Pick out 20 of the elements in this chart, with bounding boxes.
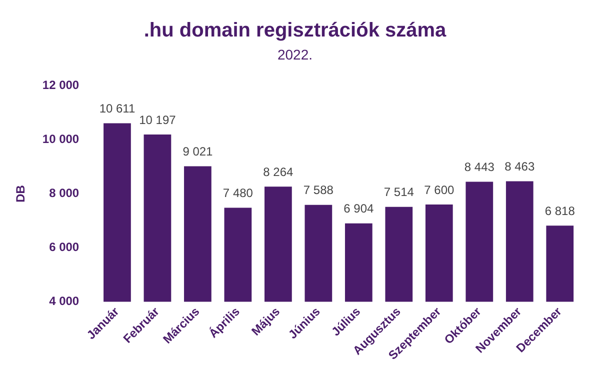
chart-title: .hu domain regisztrációk száma bbox=[144, 20, 448, 42]
y-tick-label: 10 000 bbox=[42, 132, 80, 146]
data-label: 7 514 bbox=[384, 185, 414, 200]
data-label: 6 818 bbox=[544, 204, 576, 218]
y-tick-label: 8 000 bbox=[49, 186, 80, 200]
data-label: 8 463 bbox=[504, 160, 535, 174]
y-tick-label: 12 000 bbox=[42, 78, 80, 92]
data-label: 9 021 bbox=[182, 144, 214, 159]
data-label: 10 197 bbox=[139, 112, 176, 127]
data-label: 6 904 bbox=[344, 202, 374, 216]
y-axis-title: DB bbox=[14, 184, 28, 202]
y-tick-label: 6 000 bbox=[49, 240, 80, 254]
data-label: 8 264 bbox=[263, 164, 294, 179]
data-label: 7 480 bbox=[222, 186, 254, 200]
data-label: 10 611 bbox=[99, 102, 136, 116]
chart-subtitle: 2022. bbox=[277, 46, 313, 62]
y-tick-label: 4 000 bbox=[49, 294, 80, 308]
data-label: 8 443 bbox=[464, 160, 495, 174]
data-label: 7 588 bbox=[303, 183, 334, 198]
data-label: 7 600 bbox=[424, 182, 454, 197]
